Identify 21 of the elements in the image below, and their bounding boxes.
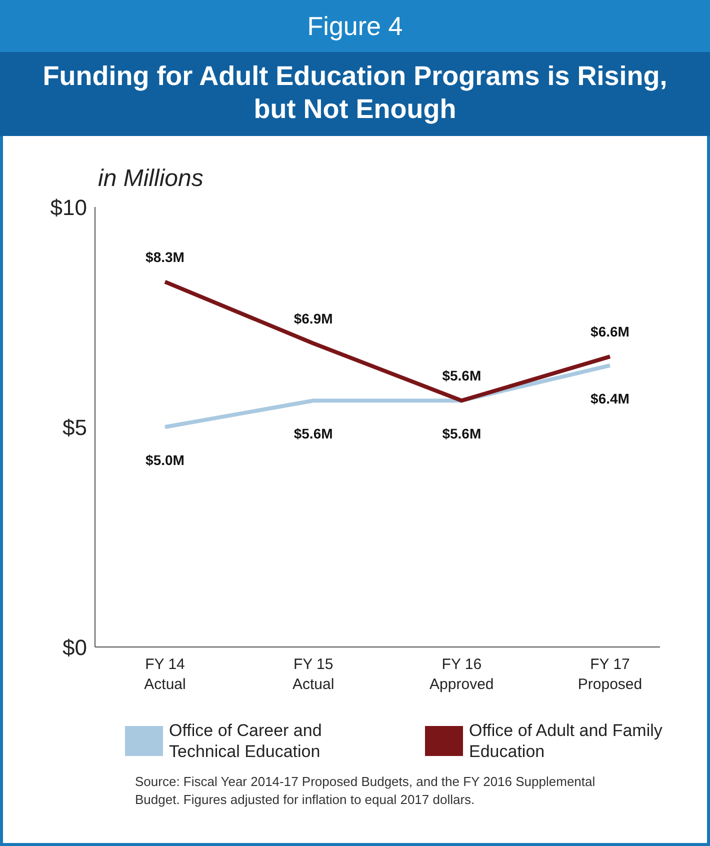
y-tick-label: $10 [50, 194, 87, 220]
data-label: $6.9M [294, 310, 333, 326]
data-label: $5.0M [146, 452, 184, 468]
data-label: $6.4M [590, 390, 630, 406]
chart-subtitle: Figure 4 [0, 0, 710, 52]
chart-title: Funding for Adult Education Programs is Rising, but Not Enough [0, 52, 710, 136]
x-tick-label: FY 14 Actual [144, 656, 186, 693]
x-tick-label: FY 16 Approved [430, 656, 494, 693]
data-label: $5.6M [294, 426, 333, 442]
source-note: Source: Fiscal Year 2014-17 Proposed Budgets, and the FY 2016 Supplemental Budget. Figures adjusted for inflation to equal 2017 dollars. [135, 773, 596, 809]
y-tick-label: $5 [62, 414, 87, 440]
y-axis-title: in Millions [98, 165, 204, 193]
legend-label: Office of Career and Technical Education [169, 720, 323, 762]
y-tick-label: $0 [62, 634, 87, 660]
data-label: $6.6M [590, 324, 630, 340]
data-label: $8.3M [146, 248, 184, 265]
x-tick-label: FY 15 Actual [292, 656, 334, 693]
data-label: $5.6M [442, 426, 482, 442]
x-tick-label: FY 17 Proposed [578, 656, 642, 693]
legend-label: Office of Adult and Family Education [469, 720, 664, 762]
data-label: $5.6M [442, 368, 482, 384]
